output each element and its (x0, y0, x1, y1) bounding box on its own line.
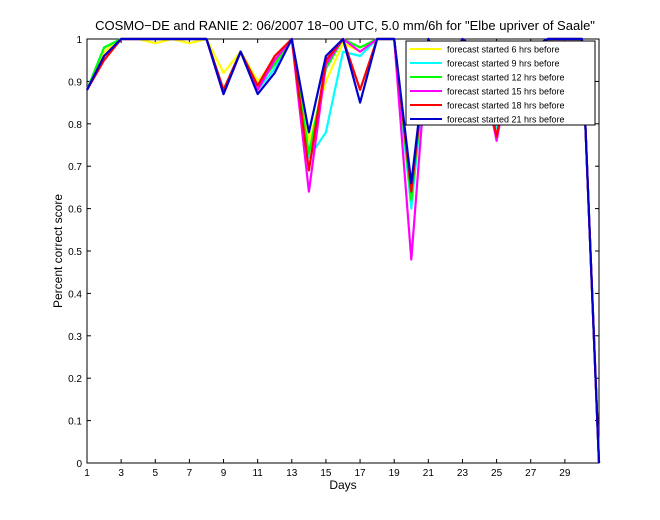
x-tick-label: 11 (252, 468, 263, 479)
legend-label-5: forecast started 21 hrs before (447, 115, 565, 125)
y-tick-label: 0.4 (68, 289, 82, 300)
x-tick-label: 1 (84, 468, 90, 479)
legend-label-2: forecast started 12 hrs before (447, 73, 565, 83)
x-tick-label: 27 (525, 468, 537, 479)
y-tick-label: 0.9 (68, 77, 82, 88)
legend-label-1: forecast started 9 hrs before (447, 59, 560, 69)
x-tick-label: 13 (286, 468, 298, 479)
x-axis-label: Days (329, 478, 356, 492)
x-tick-label: 3 (118, 468, 124, 479)
y-tick-label: 0.1 (68, 417, 82, 428)
y-tick-label: 0.2 (68, 374, 82, 385)
legend-label-3: forecast started 15 hrs before (447, 87, 565, 97)
x-tick-label: 21 (423, 468, 435, 479)
legend-box (405, 40, 596, 126)
legend: forecast started 6 hrs before forecast st… (405, 40, 596, 126)
x-tick-label: 15 (320, 468, 332, 479)
x-tick-label: 23 (457, 468, 469, 479)
y-tick-label: 0 (76, 459, 82, 470)
y-tick-label: 0.8 (68, 120, 82, 131)
x-tick-label: 29 (559, 468, 571, 479)
axis-ticks: 1 3 5 7 9 11 13 15 17 19 21 23 25 27 2900.10.20.30.40.… (68, 35, 599, 479)
legend-label-4: forecast started 18 hrs before (447, 101, 565, 111)
x-tick-label: 5 (152, 468, 158, 479)
x-tick-label: 17 (355, 468, 367, 479)
x-tick-label: 9 (221, 468, 227, 479)
x-tick-label: 7 (187, 468, 193, 479)
x-tick-label: 19 (389, 468, 401, 479)
y-tick-label: 0.6 (68, 205, 82, 216)
y-tick-label: 1 (76, 35, 82, 46)
x-tick-label: 25 (491, 468, 503, 479)
chart-title: COSMO−DE and RANIE 2: 06/2007 18−00 UTC,… (95, 18, 595, 33)
y-tick-label: 0.7 (68, 162, 82, 173)
legend-label-0: forecast started 6 hrs before (447, 45, 560, 55)
y-axis-label: Percent correct score (51, 194, 65, 308)
y-tick-label: 0.5 (68, 247, 82, 258)
y-tick-label: 0.3 (68, 332, 82, 343)
